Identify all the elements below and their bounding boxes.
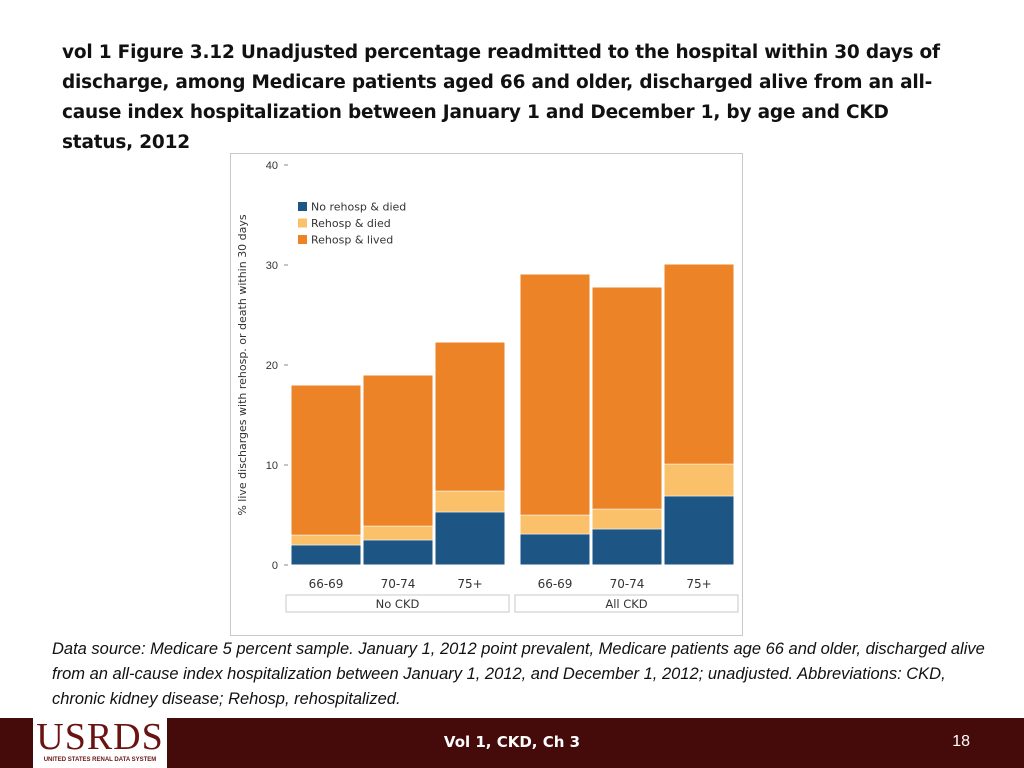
bar-segment-rehosp-died: [290, 534, 362, 546]
bar-segment-rehosp-lived: [290, 384, 362, 536]
page-number: 18: [952, 733, 970, 750]
y-axis-label: % live discharges with rehosp. or death …: [236, 214, 249, 516]
group-box: [514, 594, 739, 613]
y-tick-label: 0: [272, 560, 278, 572]
x-tick-label: 70-74: [610, 577, 645, 591]
bar-segment-rehosp-lived: [434, 341, 506, 492]
y-tick-label: 10: [266, 460, 278, 472]
bar-segment-rehosp-lived: [663, 263, 735, 465]
bar-segment-rehosp-died: [434, 490, 506, 513]
y-tick-label: 40: [266, 160, 278, 172]
group-box: [285, 594, 510, 613]
legend-swatch: [298, 202, 307, 211]
bar-outline: [519, 273, 591, 566]
bar-outline: [362, 374, 434, 566]
legend-label: No rehosp & died: [311, 201, 406, 214]
x-tick-label: 66-69: [309, 577, 344, 591]
legend-swatch: [298, 218, 307, 228]
bar-segment-no-rehosp-died: [519, 533, 591, 566]
bar-segment-rehosp-died: [519, 514, 591, 535]
logo-wordmark: USRDS: [36, 716, 164, 758]
bar-segment-no-rehosp-died: [362, 539, 434, 566]
bar-segment-no-rehosp-died: [591, 528, 663, 566]
bar-segment-rehosp-died: [591, 508, 663, 530]
data-source-note: Data source: Medicare 5 percent sample. …: [52, 640, 985, 708]
bar-segment-no-rehosp-died: [290, 544, 362, 566]
bar-segment-no-rehosp-died: [434, 511, 506, 566]
bar-outline: [290, 384, 362, 566]
bar-segment-rehosp-lived: [519, 273, 591, 516]
bar-outline: [434, 341, 506, 566]
group-label: No CKD: [376, 597, 420, 611]
bar-outline: [663, 263, 735, 566]
slide-title: vol 1 Figure 3.12 Unadjusted percentage …: [62, 42, 940, 153]
bar-segment-no-rehosp-died: [663, 495, 735, 566]
x-tick-label: 66-69: [538, 577, 573, 591]
bar-segment-rehosp-died: [663, 463, 735, 497]
legend-label: Rehosp & died: [311, 217, 391, 230]
y-tick-label: 30: [266, 260, 278, 272]
legend-swatch: [298, 235, 307, 244]
footer-bar: [0, 718, 1024, 768]
bar-outline: [591, 286, 663, 566]
x-tick-label: 75+: [457, 577, 482, 591]
bar-segment-rehosp-died: [362, 525, 434, 541]
legend-label: Rehosp & lived: [311, 234, 393, 247]
x-tick-label: 70-74: [381, 577, 416, 591]
logo-subtitle: UNITED STATES RENAL DATA SYSTEM: [43, 757, 157, 763]
y-tick-label: 20: [266, 360, 278, 372]
stacked-bar-chart: 0 10 20 30 40 % live discharges with rehosp. …: [236, 160, 739, 613]
footer-chapter-label: Vol 1, CKD, Ch 3: [443, 733, 581, 751]
usrds-logo: USRDS UNITED STATES RENAL DATA SYSTEM: [33, 712, 167, 768]
bar-segment-rehosp-lived: [362, 374, 434, 527]
x-tick-label: 75+: [686, 577, 711, 591]
bar-segment-rehosp-lived: [591, 286, 663, 510]
group-label: All CKD: [605, 597, 647, 611]
